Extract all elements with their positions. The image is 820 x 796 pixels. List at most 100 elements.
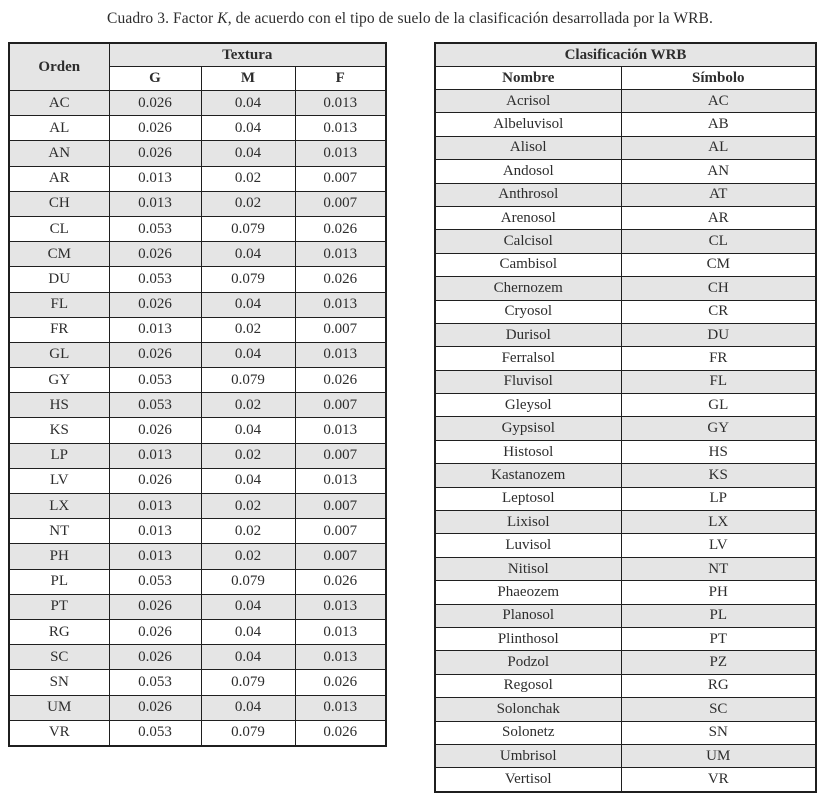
wrb-cell-nombre: Plinthosol	[434, 626, 622, 652]
factor-k-row: PL 0.053 0.079 0.026	[8, 568, 387, 595]
factor-k-cell-g: 0.013	[108, 442, 202, 469]
wrb-cell-nombre: Kastanozem	[434, 463, 622, 488]
wrb-cell-nombre: Solonchak	[434, 697, 622, 722]
factor-k-cell-f: 0.026	[294, 719, 387, 747]
wrb-cell-simbolo: AL	[620, 135, 817, 161]
left-table-header-row-1: Orden Textura	[8, 42, 387, 91]
wrb-cell-simbolo: AN	[620, 159, 817, 184]
factor-k-cell-f: 0.013	[294, 291, 387, 318]
wrb-cell-nombre: Calcisol	[434, 229, 622, 254]
factor-k-cell-f: 0.013	[294, 467, 387, 495]
left-table-header-row-2: G M F	[9, 66, 387, 91]
wrb-cell-simbolo: KS	[620, 463, 817, 488]
wrb-row: Andosol AN	[434, 159, 817, 184]
factor-k-row: GY 0.053 0.079 0.026	[8, 367, 387, 394]
left-table-header-m: M	[200, 66, 296, 91]
wrb-cell-nombre: Gypsisol	[434, 416, 622, 441]
factor-k-row: HS 0.053 0.02 0.007	[8, 392, 387, 419]
factor-k-cell-f: 0.013	[294, 241, 387, 268]
factor-k-cell-f: 0.013	[294, 341, 387, 369]
factor-k-cell-g: 0.026	[108, 89, 202, 117]
factor-k-cell-f: 0.026	[294, 568, 387, 595]
wrb-classification-table: Clasificación WRB Nombre Símbolo Acrisol…	[434, 42, 817, 793]
factor-k-cell-g: 0.026	[108, 593, 202, 620]
factor-k-cell-f: 0.007	[294, 316, 387, 343]
wrb-cell-simbolo: LP	[620, 486, 817, 512]
factor-k-cell-g: 0.026	[108, 618, 202, 646]
factor-k-row: AN 0.026 0.04 0.013	[8, 140, 387, 167]
wrb-cell-nombre: Nitisol	[434, 556, 622, 582]
factor-k-cell-m: 0.02	[200, 190, 296, 217]
factor-k-cell-orden: SN	[8, 669, 110, 696]
factor-k-cell-f: 0.013	[294, 593, 387, 620]
right-table-header-row-1: Clasificación WRB	[434, 42, 817, 67]
wrb-cell-simbolo: PZ	[620, 650, 817, 675]
wrb-cell-simbolo: LV	[620, 533, 817, 558]
wrb-row: Vertisol VR	[434, 767, 817, 793]
factor-k-cell-m: 0.04	[200, 89, 296, 117]
factor-k-cell-g: 0.053	[108, 669, 202, 696]
wrb-cell-nombre: Lixisol	[434, 510, 622, 535]
factor-k-cell-g: 0.013	[108, 316, 202, 343]
wrb-cell-simbolo: CM	[620, 252, 817, 278]
wrb-cell-simbolo: SC	[620, 697, 817, 722]
wrb-row: Gleysol GL	[434, 393, 817, 418]
wrb-row: Chernozem CH	[434, 276, 817, 301]
wrb-cell-simbolo: CL	[620, 229, 817, 254]
wrb-row: Phaeozem PH	[434, 580, 817, 605]
factor-k-cell-m: 0.02	[200, 316, 296, 343]
factor-k-cell-orden: KS	[8, 417, 110, 444]
factor-k-cell-m: 0.04	[200, 291, 296, 318]
factor-k-cell-orden: HS	[8, 392, 110, 419]
factor-k-row: SC 0.026 0.04 0.013	[8, 644, 387, 671]
factor-k-cell-m: 0.079	[200, 266, 296, 293]
caption-factor-symbol: K	[217, 10, 228, 27]
factor-k-cell-orden: UM	[8, 694, 110, 721]
factor-k-cell-g: 0.026	[108, 467, 202, 495]
wrb-cell-simbolo: SN	[620, 720, 817, 745]
wrb-cell-simbolo: GL	[620, 393, 817, 418]
factor-k-cell-orden: PH	[8, 543, 110, 570]
factor-k-cell-orden: FL	[8, 291, 110, 318]
factor-k-cell-f: 0.013	[294, 89, 387, 117]
factor-k-row: LV 0.026 0.04 0.013	[8, 467, 387, 495]
factor-k-cell-orden: LP	[8, 442, 110, 469]
wrb-cell-simbolo: AB	[620, 112, 817, 137]
wrb-row: Albeluvisol AB	[434, 112, 817, 137]
wrb-row: Cambisol CM	[434, 252, 817, 278]
wrb-cell-nombre: Cryosol	[434, 299, 622, 324]
factor-k-row: AR 0.013 0.02 0.007	[8, 165, 387, 192]
wrb-cell-simbolo: AT	[620, 182, 817, 207]
factor-k-cell-f: 0.013	[294, 618, 387, 646]
factor-k-cell-orden: SC	[8, 644, 110, 671]
factor-k-cell-g: 0.013	[108, 190, 202, 217]
wrb-cell-simbolo: PT	[620, 626, 817, 652]
factor-k-cell-f: 0.013	[294, 417, 387, 444]
wrb-cell-simbolo: GY	[620, 416, 817, 441]
wrb-row: Lixisol LX	[434, 510, 817, 535]
factor-k-cell-g: 0.053	[108, 367, 202, 394]
wrb-cell-simbolo: PH	[620, 580, 817, 605]
factor-k-cell-orden: CM	[8, 241, 110, 268]
factor-k-cell-orden: RG	[8, 618, 110, 646]
factor-k-cell-f: 0.026	[294, 669, 387, 696]
wrb-cell-simbolo: CH	[620, 276, 817, 301]
wrb-row: Leptosol LP	[434, 486, 817, 512]
factor-k-cell-f: 0.007	[294, 492, 387, 520]
wrb-cell-nombre: Gleysol	[434, 393, 622, 418]
factor-k-cell-f: 0.013	[294, 694, 387, 721]
factor-k-row: DU 0.053 0.079 0.026	[8, 266, 387, 293]
wrb-cell-simbolo: VR	[620, 767, 817, 793]
left-table-header-g: G	[108, 66, 202, 91]
factor-k-row: LP 0.013 0.02 0.007	[8, 442, 387, 469]
wrb-cell-nombre: Alisol	[434, 135, 622, 161]
factor-k-cell-m: 0.02	[200, 392, 296, 419]
factor-k-cell-g: 0.013	[108, 492, 202, 520]
wrb-cell-simbolo: PL	[620, 603, 817, 628]
wrb-row: Ferralsol FR	[434, 346, 817, 371]
factor-k-cell-orden: CL	[8, 215, 110, 243]
factor-k-cell-g: 0.026	[108, 644, 202, 671]
wrb-cell-nombre: Ferralsol	[434, 346, 622, 371]
factor-k-cell-g: 0.053	[108, 215, 202, 243]
factor-k-cell-m: 0.04	[200, 417, 296, 444]
